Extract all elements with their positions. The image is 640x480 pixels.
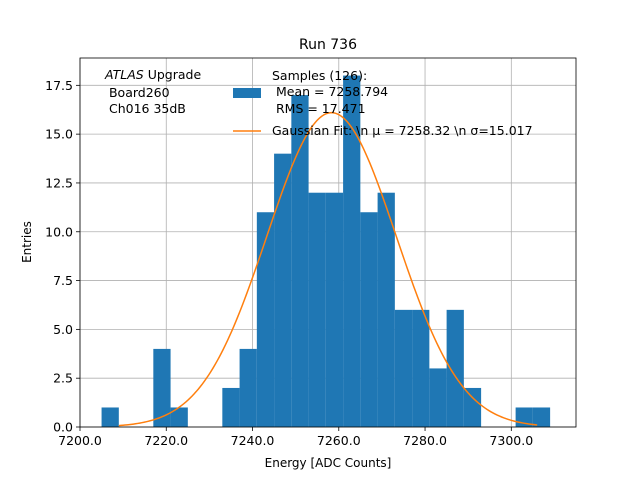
y-axis-ticks: 0.0 2.5 5.0 7.5 10.0 12.5 15.0 17.5 bbox=[45, 78, 80, 435]
histogram-bars bbox=[101, 75, 551, 428]
histogram-bar bbox=[256, 212, 275, 427]
y-tick-label: 10.0 bbox=[45, 224, 73, 239]
y-tick-label: 15.0 bbox=[45, 127, 73, 142]
histogram-bar bbox=[101, 407, 119, 427]
histogram-bar bbox=[394, 309, 413, 427]
histogram-bar bbox=[222, 387, 240, 427]
histogram-bar bbox=[446, 309, 464, 427]
histogram-bar bbox=[239, 348, 257, 427]
histogram-bar bbox=[170, 407, 188, 427]
histogram-bar bbox=[308, 192, 326, 427]
histogram-bar bbox=[377, 192, 395, 427]
histogram-bar bbox=[291, 95, 309, 427]
legend-samples-line-2: Mean = 7258.794 bbox=[272, 84, 388, 99]
plot-frame bbox=[79, 57, 577, 428]
legend-samples-line-1: Samples (126): bbox=[272, 68, 367, 83]
y-tick-label: 0.0 bbox=[53, 420, 73, 435]
histogram-bar bbox=[412, 309, 430, 427]
histogram-bar bbox=[274, 153, 292, 427]
x-tick-label: 7220.0 bbox=[144, 433, 188, 448]
histogram-bar bbox=[429, 368, 447, 427]
legend: Samples (126): Mean = 7258.794 RMS = 17.… bbox=[233, 68, 533, 138]
legend-samples-swatch bbox=[233, 88, 261, 98]
y-tick-label: 7.5 bbox=[53, 273, 73, 288]
histogram-bar bbox=[360, 212, 378, 427]
histogram-bar bbox=[463, 387, 482, 427]
y-tick-label: 17.5 bbox=[45, 78, 73, 93]
histogram-bar bbox=[325, 192, 344, 427]
atlas-annotation: ATLAS Upgrade Board260 Ch016 35dB bbox=[104, 67, 201, 116]
x-tick-label: 7200.0 bbox=[58, 433, 102, 448]
histogram-bar bbox=[532, 407, 551, 427]
gaussian-fit-curve bbox=[118, 111, 538, 427]
y-tick-label: 12.5 bbox=[45, 175, 73, 190]
histogram-bar bbox=[153, 348, 171, 427]
y-tick-label: 2.5 bbox=[53, 371, 73, 386]
annotation-line-1: ATLAS Upgrade bbox=[104, 67, 201, 82]
legend-fit-label: Gaussian Fit: \n μ = 7258.32 \n σ=15.017 bbox=[272, 123, 533, 138]
x-tick-label: 7240.0 bbox=[231, 433, 275, 448]
x-tick-label: 7280.0 bbox=[403, 433, 447, 448]
annotation-line-2: Board260 bbox=[105, 85, 170, 100]
legend-samples-line-3: RMS = 17.471 bbox=[272, 101, 366, 116]
x-axis-label: Energy [ADC Counts] bbox=[265, 456, 392, 470]
x-tick-label: 7300.0 bbox=[489, 433, 533, 448]
chart-title: Run 736 bbox=[299, 37, 357, 53]
x-axis-ticks: 7200.0 7220.0 7240.0 7260.0 7280.0 7300.0 bbox=[58, 427, 533, 448]
x-tick-label: 7260.0 bbox=[317, 433, 361, 448]
annotation-line-3: Ch016 35dB bbox=[105, 101, 186, 116]
histogram-bar bbox=[343, 75, 361, 428]
y-tick-label: 5.0 bbox=[53, 322, 73, 337]
y-axis-label: Entries bbox=[20, 221, 34, 263]
